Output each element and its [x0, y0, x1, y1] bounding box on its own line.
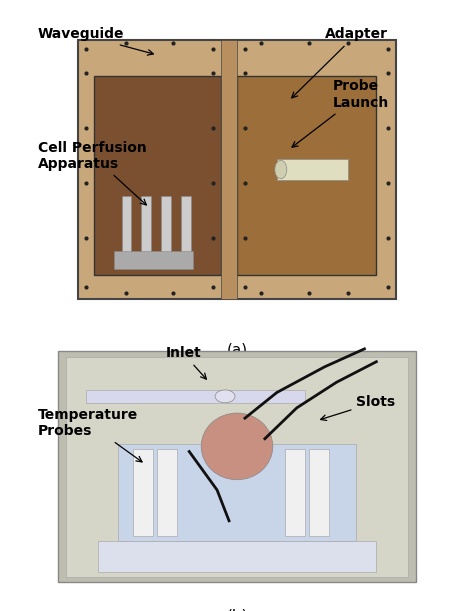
Ellipse shape [215, 390, 235, 403]
Bar [66, 357, 408, 577]
Text: Probe
Launch: Probe Launch [292, 79, 389, 147]
Ellipse shape [275, 160, 287, 178]
Ellipse shape [201, 413, 273, 480]
Bar [141, 196, 151, 263]
Bar [78, 40, 396, 299]
Text: Slots: Slots [320, 395, 396, 420]
Bar [285, 449, 305, 536]
Text: (b): (b) [226, 608, 248, 611]
Bar [237, 76, 376, 275]
Bar [94, 76, 221, 275]
Bar [134, 449, 154, 536]
Text: (a): (a) [227, 342, 247, 357]
Bar [157, 449, 177, 536]
Bar [121, 196, 131, 263]
Bar [98, 541, 376, 572]
Text: Adapter: Adapter [292, 27, 388, 98]
Bar [277, 159, 348, 180]
Text: Cell Perfusion
Apparatus: Cell Perfusion Apparatus [38, 141, 146, 205]
Text: Temperature
Probes: Temperature Probes [38, 408, 142, 462]
Bar [114, 251, 193, 269]
Text: Waveguide: Waveguide [38, 27, 153, 55]
Bar [118, 444, 356, 541]
Bar [86, 390, 305, 403]
Bar [181, 196, 191, 263]
Bar [309, 449, 328, 536]
Bar [161, 196, 171, 263]
Bar [221, 40, 237, 299]
Text: Inlet: Inlet [165, 346, 206, 379]
